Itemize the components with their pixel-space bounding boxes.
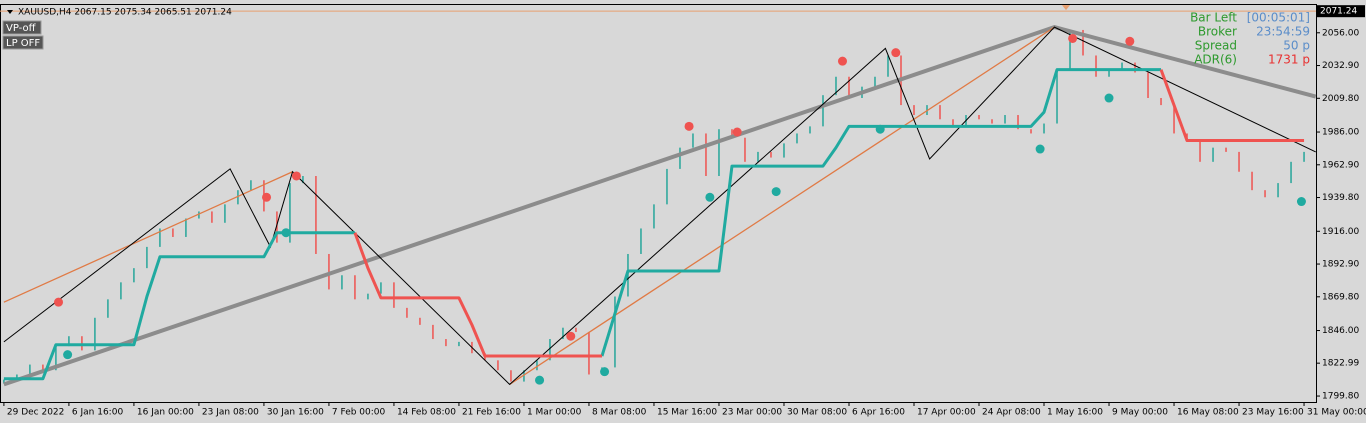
y-tick-label: 1939.80 bbox=[1322, 193, 1359, 203]
x-tick-label: 6 Jan 16:00 bbox=[72, 408, 124, 418]
header-title: XAUUSD,H4 2067.15 2075.34 2065.51 2071.2… bbox=[18, 8, 232, 18]
trend-step-line bbox=[353, 69, 1305, 358]
last-price-label: 2071.24 bbox=[1320, 7, 1357, 17]
signal-dot bbox=[705, 192, 715, 202]
info-panel: Bar Left [00:05:01] Broker 23:54:59 Spread 50… bbox=[1190, 11, 1310, 67]
info-value: 1731 p bbox=[1268, 53, 1310, 67]
signal-dot bbox=[771, 187, 781, 197]
x-tick-label: 17 Apr 00:00 bbox=[917, 408, 976, 418]
signal-dot bbox=[1125, 36, 1135, 46]
info-value: 23:54:59 bbox=[1256, 25, 1310, 39]
signal-dot bbox=[281, 228, 291, 238]
menu-arrow[interactable] bbox=[7, 10, 13, 14]
x-tick-label: 1 Mar 00:00 bbox=[527, 408, 582, 418]
lp-button[interactable] bbox=[2, 35, 44, 50]
y-tick-label: 1846.00 bbox=[1322, 326, 1359, 336]
signal-dot bbox=[891, 48, 901, 58]
y-tick-label: 2009.80 bbox=[1322, 94, 1359, 104]
x-tick-label: 7 Feb 00:00 bbox=[332, 408, 386, 418]
signal-dot bbox=[54, 297, 64, 307]
info-label: Spread bbox=[1195, 39, 1237, 53]
y-tick-label: 1892.90 bbox=[1322, 260, 1359, 270]
x-tick-label: 23 May 16:00 bbox=[1242, 408, 1304, 418]
trend-line bbox=[3, 171, 293, 303]
signal-dot bbox=[535, 375, 545, 385]
x-tick-label: 9 May 00:00 bbox=[1112, 408, 1168, 418]
x-tick-label: 1 May 16:00 bbox=[1047, 408, 1103, 418]
signal-dot bbox=[1104, 93, 1114, 103]
trend-line bbox=[3, 26, 1316, 386]
plot-frame bbox=[0, 4, 1317, 403]
x-tick-label: 14 Feb 08:00 bbox=[397, 408, 456, 418]
x-tick-label: 23 Mar 00:00 bbox=[722, 408, 782, 418]
y-tick-label: 1822.99 bbox=[1322, 359, 1359, 369]
y-tick-label: 1799.80 bbox=[1322, 392, 1359, 402]
last-price-box bbox=[1317, 5, 1365, 18]
x-tick-label: 30 Mar 08:00 bbox=[787, 408, 847, 418]
signal-dot bbox=[837, 56, 847, 66]
signal-dot bbox=[262, 192, 272, 202]
lp-button-label[interactable]: LP OFF bbox=[6, 38, 40, 49]
info-label: Broker bbox=[1198, 25, 1237, 39]
x-tick-label: 29 Dec 2022 bbox=[7, 408, 65, 418]
signal-dot bbox=[1068, 33, 1078, 43]
signal-dot bbox=[684, 121, 694, 131]
vp-button[interactable] bbox=[2, 20, 42, 35]
info-label: ADR(6) bbox=[1194, 53, 1237, 67]
x-tick-label: 8 Mar 08:00 bbox=[592, 408, 647, 418]
x-tick-label: 16 May 08:00 bbox=[1177, 408, 1239, 418]
signal-dot bbox=[63, 350, 73, 360]
x-tick-label: 16 Jan 00:00 bbox=[137, 408, 194, 418]
signal-dot bbox=[566, 331, 576, 341]
x-tick-label: 23 Jan 08:00 bbox=[202, 408, 259, 418]
x-tick-label: 30 Jan 16:00 bbox=[267, 408, 324, 418]
info-value: [00:05:01] bbox=[1247, 11, 1310, 25]
y-tick-label: 2032.90 bbox=[1322, 61, 1359, 71]
y-tick-label: 1869.80 bbox=[1322, 292, 1359, 302]
info-value: 50 p bbox=[1283, 39, 1310, 53]
x-tick-label: 21 Feb 16:00 bbox=[462, 408, 521, 418]
trend-line bbox=[509, 26, 1055, 385]
signal-dot bbox=[1035, 144, 1045, 154]
info-label: Bar Left bbox=[1190, 11, 1237, 25]
y-tick-label: 1962.90 bbox=[1322, 160, 1359, 170]
x-tick-label: 15 Mar 16:00 bbox=[657, 408, 717, 418]
signal-dot bbox=[1296, 197, 1306, 207]
y-tick-label: 1916.00 bbox=[1322, 227, 1359, 237]
y-tick-label: 2056.00 bbox=[1322, 28, 1359, 38]
x-tick-label: 31 May 00:00 bbox=[1307, 408, 1366, 418]
vp-button-label[interactable]: VP-off bbox=[6, 23, 37, 34]
plot-area bbox=[0, 5, 1317, 387]
signal-dot bbox=[875, 124, 885, 134]
y-tick-label: 1986.00 bbox=[1322, 128, 1359, 138]
signal-dot bbox=[600, 367, 610, 377]
last-price-marker bbox=[1062, 5, 1070, 11]
x-tick-label: 6 Apr 16:00 bbox=[852, 408, 905, 418]
signal-dot bbox=[291, 171, 301, 181]
x-tick-label: 24 Apr 08:00 bbox=[982, 408, 1041, 418]
signal-dot bbox=[732, 127, 742, 137]
